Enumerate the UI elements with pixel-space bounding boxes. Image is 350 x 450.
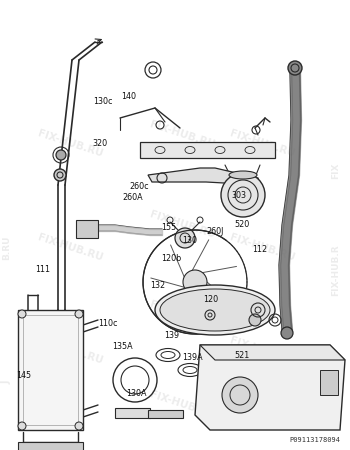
Circle shape [249,314,261,326]
Polygon shape [195,345,345,430]
Circle shape [18,310,26,318]
Text: FIX-HUB.RU: FIX-HUB.RU [36,232,104,263]
Text: 140: 140 [121,92,136,101]
Text: 139A: 139A [182,353,203,362]
Circle shape [222,377,258,413]
Circle shape [183,270,207,294]
Text: 120b: 120b [161,254,181,263]
Circle shape [75,310,83,318]
Text: 260c: 260c [130,182,149,191]
Bar [148,410,183,418]
Bar [23,315,78,425]
Text: B.RU: B.RU [2,235,12,260]
Text: FIX-HUB.RU: FIX-HUB.RU [229,336,296,366]
Circle shape [18,422,26,430]
Text: 135A: 135A [112,342,133,351]
Circle shape [75,422,83,430]
Polygon shape [148,168,260,185]
Ellipse shape [155,285,275,335]
Text: 139: 139 [164,331,180,340]
Text: 145: 145 [16,371,32,380]
Text: 521: 521 [234,351,250,360]
Circle shape [281,327,293,339]
Text: FIX-HUB.RU: FIX-HUB.RU [229,232,296,263]
Circle shape [288,61,302,75]
Text: FIX: FIX [331,163,341,179]
Text: FIX-HUB.RU: FIX-HUB.RU [36,336,104,366]
Text: J: J [2,381,12,384]
Text: 520: 520 [234,220,250,229]
Bar [320,370,338,395]
Text: 130A: 130A [126,389,147,398]
Circle shape [56,150,66,160]
Bar [18,310,83,430]
Text: FIX-HUB.RU: FIX-HUB.RU [148,120,216,150]
Circle shape [221,173,265,217]
Text: 155: 155 [161,223,176,232]
Bar [140,142,275,158]
Bar [18,442,83,450]
Text: 130c: 130c [93,97,112,106]
Text: 132: 132 [150,281,166,290]
Circle shape [54,169,66,181]
Text: P09113178094: P09113178094 [289,437,340,443]
Text: FIX-HUB.RU: FIX-HUB.RU [36,129,104,159]
Text: 303: 303 [231,191,246,200]
Text: 320: 320 [93,140,108,148]
Text: FIX-HUB.RU: FIX-HUB.RU [148,300,216,330]
Text: 260A: 260A [122,193,143,202]
Text: 260J: 260J [206,227,224,236]
Bar [115,408,150,418]
Text: FIX-HUB.RU: FIX-HUB.RU [148,390,216,420]
Bar [76,220,98,238]
Text: 112: 112 [252,245,267,254]
Text: 111: 111 [35,266,50,274]
Polygon shape [200,345,345,360]
Circle shape [175,228,195,248]
Ellipse shape [160,289,270,331]
Ellipse shape [229,171,257,179]
Text: FIX-HUB.RU: FIX-HUB.RU [148,210,216,240]
Text: 120: 120 [203,295,218,304]
Text: 130: 130 [182,236,197,245]
Text: FIX-HUB.R: FIX-HUB.R [331,244,341,296]
Text: 110c: 110c [98,320,118,328]
Text: FIX-HUB.RU: FIX-HUB.RU [229,129,296,159]
